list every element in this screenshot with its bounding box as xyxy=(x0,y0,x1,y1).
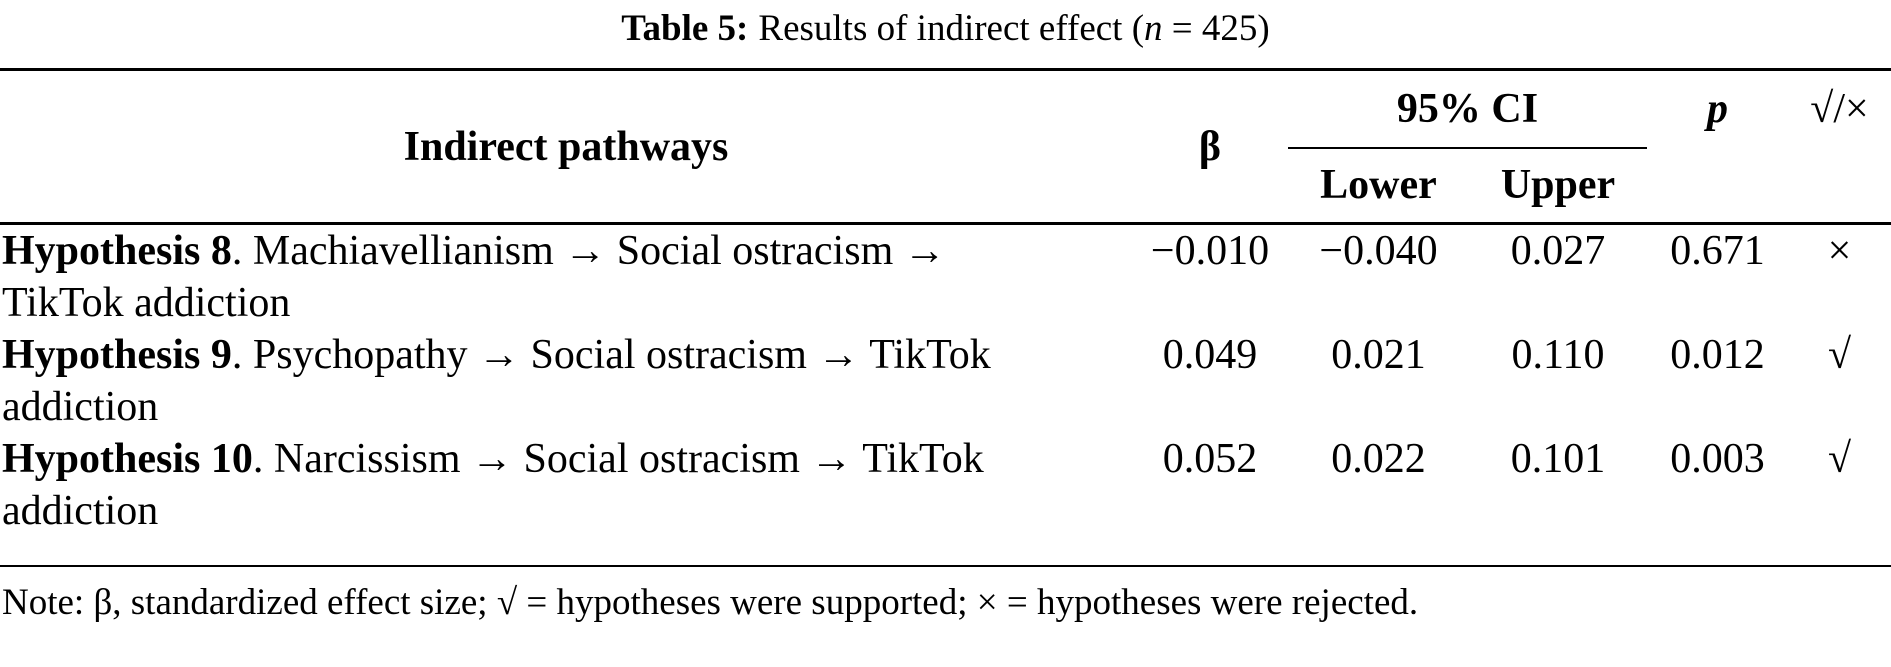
ci-upper-value: 0.101 xyxy=(1510,436,1606,482)
table-caption: Table 5: Results of indirect effect (n = … xyxy=(0,0,1891,53)
p-value: 0.671 xyxy=(1670,228,1765,274)
table-row: Hypothesis 10. Narcissism → Social ostra… xyxy=(0,433,1891,566)
pathway-text: . Psychopathy → Social ostracism → TikTo… xyxy=(2,332,991,430)
sample-size-symbol: n xyxy=(1144,8,1163,49)
table-caption-label: Table 5: xyxy=(621,8,749,49)
table-row: Hypothesis 8. Machiavellianism → Social … xyxy=(0,224,1891,330)
table-row: Hypothesis 9. Psychopathy → Social ostra… xyxy=(0,329,1891,433)
pathway-cell: Hypothesis 10. Narcissism → Social ostra… xyxy=(0,433,1132,566)
table-caption-text: Results of indirect effect ( xyxy=(758,8,1145,49)
column-header-p: p xyxy=(1647,69,1788,225)
pathway-text: . Narcissism → Social ostracism → TikTok… xyxy=(2,436,984,534)
p-value: 0.012 xyxy=(1670,332,1765,378)
table-header: Indirect pathways β 95% CI p √/× Lower U… xyxy=(0,69,1891,225)
column-header-result: √/× xyxy=(1788,69,1891,225)
table-caption-sample-size: = 425) xyxy=(1162,8,1270,49)
hypothesis-label: Hypothesis 8 xyxy=(2,228,232,274)
result-glyph: √ xyxy=(1827,332,1852,378)
ci-lower-value: 0.022 xyxy=(1331,436,1426,482)
ci-lower-value: 0.021 xyxy=(1331,332,1426,378)
column-header-ci-upper: Upper xyxy=(1469,147,1647,225)
pathway-text: . Machiavellianism → Social ostracism → … xyxy=(2,228,946,326)
p-value: 0.003 xyxy=(1670,436,1765,482)
column-header-ci-lower: Lower xyxy=(1288,147,1469,225)
beta-value: 0.052 xyxy=(1162,436,1258,482)
ci-upper-value: 0.027 xyxy=(1510,228,1606,274)
column-header-ci: 95% CI xyxy=(1288,69,1647,149)
column-header-beta: β xyxy=(1132,69,1288,225)
table-footnote: Note: β, standardized effect size; √ = h… xyxy=(2,582,1419,623)
ci-upper-value: 0.110 xyxy=(1511,332,1605,378)
results-table: Indirect pathways β 95% CI p √/× Lower U… xyxy=(0,68,1891,567)
hypothesis-label: Hypothesis 10 xyxy=(2,436,253,482)
pathway-cell: Hypothesis 8. Machiavellianism → Social … xyxy=(0,224,1132,330)
result-glyph: √ xyxy=(1827,436,1852,482)
column-header-pathways: Indirect pathways xyxy=(0,69,1132,225)
ci-lower-value: −0.040 xyxy=(1319,228,1438,274)
table-body: Hypothesis 8. Machiavellianism → Social … xyxy=(0,224,1891,567)
beta-value: −0.010 xyxy=(1150,228,1270,274)
pathway-cell: Hypothesis 9. Psychopathy → Social ostra… xyxy=(0,329,1132,433)
beta-value: 0.049 xyxy=(1162,332,1258,378)
hypothesis-label: Hypothesis 9 xyxy=(2,332,232,378)
result-glyph: × xyxy=(1827,228,1852,274)
